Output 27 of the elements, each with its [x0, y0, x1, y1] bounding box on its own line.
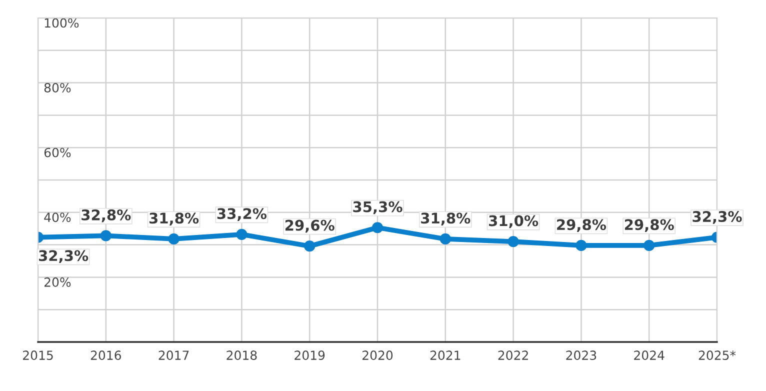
data-label: 29,8% [557, 219, 606, 232]
y-tick-label: 80% [44, 83, 71, 92]
data-label: 29,8% [624, 219, 674, 232]
x-tick-label: 2021 [430, 350, 460, 360]
y-tick-label: 100% [44, 18, 79, 28]
data-label: 32,3% [38, 250, 88, 263]
data-label: 35,3% [353, 201, 402, 214]
y-tick-label: 60% [44, 148, 71, 158]
y-tick-label: 40% [44, 212, 71, 222]
x-tick-label: 2016 [90, 350, 122, 360]
data-label: 29,6% [285, 220, 334, 233]
x-tick-label: 2024 [634, 350, 664, 360]
x-tick-label: 2023 [566, 350, 596, 360]
y-tick-label: 20% [44, 277, 71, 287]
x-tick-label: 2019 [294, 350, 325, 360]
x-tick-label: 2025* [698, 350, 736, 360]
x-tick-label: 2018 [226, 350, 257, 360]
x-tick-label: 2020 [362, 350, 393, 360]
data-label: 31,0% [488, 215, 538, 228]
data-label: 33,2% [217, 208, 267, 221]
data-label: 31,8% [421, 212, 470, 226]
x-tick-label: 2022 [498, 350, 528, 360]
x-tick-label: 2015 [23, 350, 53, 360]
x-tick-label: 2017 [158, 350, 189, 360]
data-label: 32,8% [82, 209, 131, 222]
data-label: 31,8% [149, 212, 199, 226]
data-label: 32,3% [692, 210, 742, 224]
